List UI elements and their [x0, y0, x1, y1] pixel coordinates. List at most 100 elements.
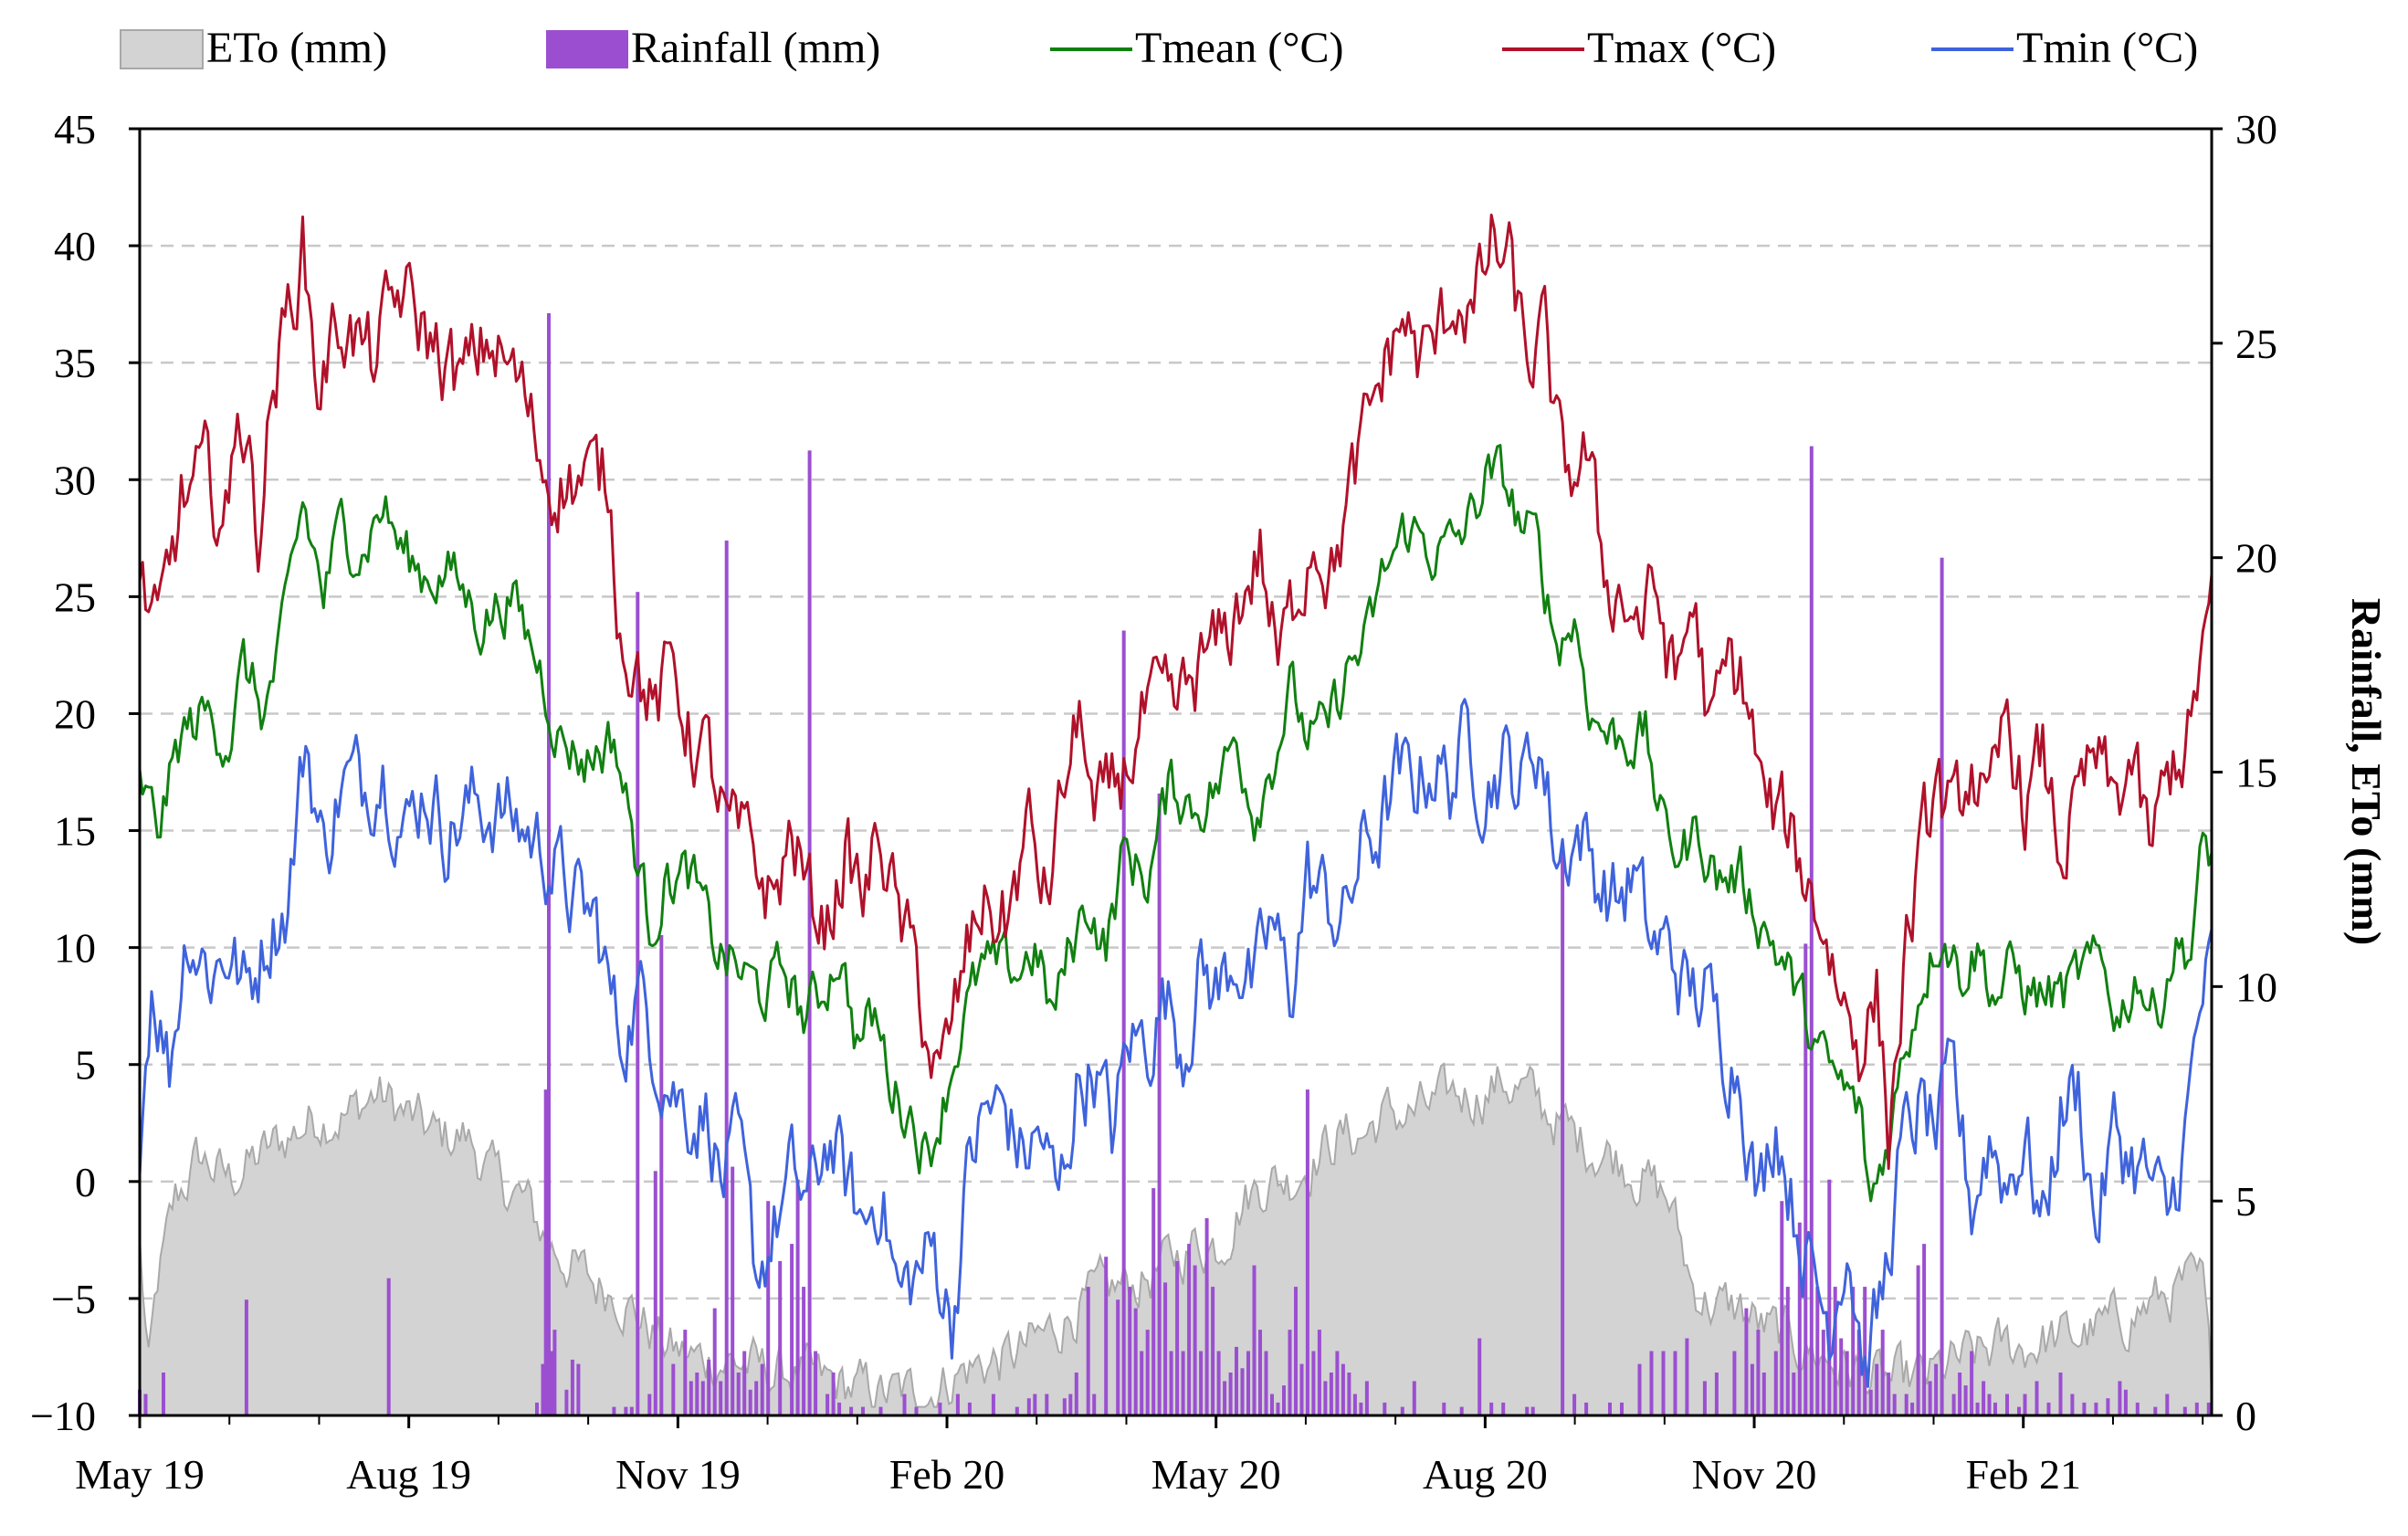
- rainfall-bar: [1074, 1373, 1078, 1415]
- rainfall-bar: [807, 450, 812, 1416]
- x-tick-label: Feb 21: [1965, 1451, 2081, 1498]
- rainfall-bar: [1246, 1351, 1250, 1415]
- legend-item-tmean: Tmean (°C): [1050, 24, 1343, 72]
- rainfall-bar: [712, 1308, 717, 1415]
- rainfall-bar: [386, 1278, 391, 1415]
- rainfall-bar: [1744, 1308, 1749, 1415]
- x-tick-label: Nov 20: [1692, 1451, 1817, 1498]
- rainfall-bar: [1400, 1406, 1404, 1415]
- rainfall-bar: [1033, 1394, 1037, 1415]
- left-tick-label: 20: [54, 690, 96, 737]
- right-tick-label: 5: [2235, 1178, 2256, 1225]
- rainfall-bar: [1169, 1351, 1173, 1415]
- rainfall-bar: [2123, 1389, 2128, 1415]
- rainfall-bar: [1525, 1406, 1530, 1415]
- x-tick-label: Nov 19: [615, 1451, 741, 1498]
- rainfall-bar: [1732, 1351, 1737, 1415]
- rainfall-bar: [795, 1179, 800, 1415]
- rainfall-bar: [1863, 1287, 1867, 1415]
- rainfall-bar: [2046, 1402, 2051, 1415]
- rainfall-bar: [778, 1260, 783, 1415]
- rainfall-bar: [1383, 1402, 1387, 1415]
- rainfall-bar: [543, 1089, 548, 1415]
- legend-label-tmean: Tmean (°C): [1135, 24, 1343, 72]
- rainfall-bar: [162, 1373, 165, 1415]
- rainfall-bar: [1934, 1363, 1939, 1415]
- rainfall-bar: [2070, 1394, 2075, 1415]
- rainfall-bar: [1530, 1406, 1535, 1415]
- rainfall-bar: [878, 1406, 883, 1415]
- rainfall-bar: [1975, 1402, 1980, 1415]
- rainfall-bar: [1803, 943, 1808, 1415]
- tmax-line: [138, 213, 2213, 1170]
- rainfall-bar: [541, 1363, 545, 1415]
- rainfall-bar: [683, 1330, 688, 1415]
- rainfall-bar: [1335, 1351, 1340, 1415]
- rainfall-bar: [695, 1373, 699, 1415]
- rainfall-bar: [1845, 1351, 1849, 1415]
- left-tick-label: −5: [51, 1276, 96, 1322]
- rainfall-bar: [1341, 1363, 1345, 1415]
- rainfall-bar: [1317, 1330, 1321, 1415]
- x-tick-label: Feb 20: [889, 1451, 1005, 1498]
- rainfall-bar: [1270, 1394, 1274, 1415]
- legend-item-tmin: Tmin (°C): [1931, 24, 2198, 72]
- rainfall-bar: [1128, 1287, 1132, 1415]
- tmin-line: [138, 698, 2213, 1388]
- rainfall-bar: [938, 1402, 942, 1415]
- rainfall-bar: [1851, 1287, 1856, 1415]
- rainfall-bar: [1264, 1351, 1268, 1415]
- rainfall-bar: [1928, 1381, 1932, 1415]
- eto-area: [139, 1062, 2213, 1416]
- legend-item-rainfall: Rainfall (mm): [546, 24, 880, 72]
- rainfall-bar: [2023, 1394, 2027, 1415]
- rainfall-bar: [1133, 1308, 1138, 1415]
- rainfall-bar: [1442, 1402, 1446, 1415]
- rainfall-bar: [1761, 1373, 1766, 1415]
- rainfall-bar: [547, 313, 551, 1415]
- rainfall-bar: [1620, 1402, 1624, 1415]
- rainfall-bar: [1561, 845, 1565, 1415]
- eto-area-layer: [139, 1062, 2213, 1416]
- rainfall-bar: [612, 1406, 616, 1415]
- rainfall-bar: [955, 1394, 960, 1415]
- rainfall-bar: [550, 1351, 554, 1415]
- x-tick-label: Aug 20: [1423, 1451, 1548, 1498]
- rainfall-bar: [2194, 1402, 2199, 1415]
- left-tick-label: 30: [54, 457, 96, 503]
- right-tick-label: 15: [2235, 750, 2277, 796]
- rainfall-bar: [1880, 1330, 1885, 1415]
- rainfall-bar: [1305, 1089, 1309, 1415]
- rainfall-bar: [244, 1299, 248, 1415]
- rainfall-bar: [647, 1394, 652, 1415]
- rainfall-bar: [849, 1406, 854, 1415]
- rainfall-bar: [1015, 1406, 1019, 1415]
- rainfall-bar: [1104, 1257, 1109, 1415]
- rainfall-bar: [1359, 1402, 1363, 1415]
- rainfall-bar: [1175, 1260, 1180, 1415]
- rainfall-bar: [1258, 1330, 1262, 1415]
- rainfall-bar: [1756, 1330, 1761, 1415]
- left-tick-label: 10: [54, 925, 96, 972]
- rainfall-bar: [2106, 1398, 2110, 1415]
- rainfall-bar: [1352, 1394, 1357, 1415]
- rainfall-bar: [2153, 1406, 2158, 1415]
- x-axis: May 19 Aug 19 Nov 19 Feb 20 May 20 Aug 20 Nov …: [75, 1415, 2204, 1498]
- legend-swatch-rainfall: [546, 30, 628, 68]
- rainfall-bar: [825, 1394, 830, 1415]
- rainfall-bar: [1045, 1394, 1049, 1415]
- rainfall-bar: [1294, 1287, 1298, 1415]
- rainfall-bar: [1204, 1218, 1209, 1415]
- rainfall-bar: [1821, 1330, 1825, 1415]
- rainfall-bar: [143, 1394, 148, 1415]
- left-tick-label: 35: [54, 340, 96, 386]
- rainfall-bar: [1868, 1389, 1873, 1415]
- rainfall-bar: [552, 1330, 557, 1415]
- rainfall-bar: [1116, 1299, 1120, 1415]
- rainfall-bar: [1922, 1244, 1927, 1415]
- rainfall-bar: [1815, 1287, 1820, 1415]
- legend-label-rainfall: Rainfall (mm): [631, 24, 880, 72]
- legend: ETo (mm) Rainfall (mm) Tmean (°C) Tmax (…: [120, 24, 2198, 72]
- rainfall-bar: [1086, 1287, 1090, 1415]
